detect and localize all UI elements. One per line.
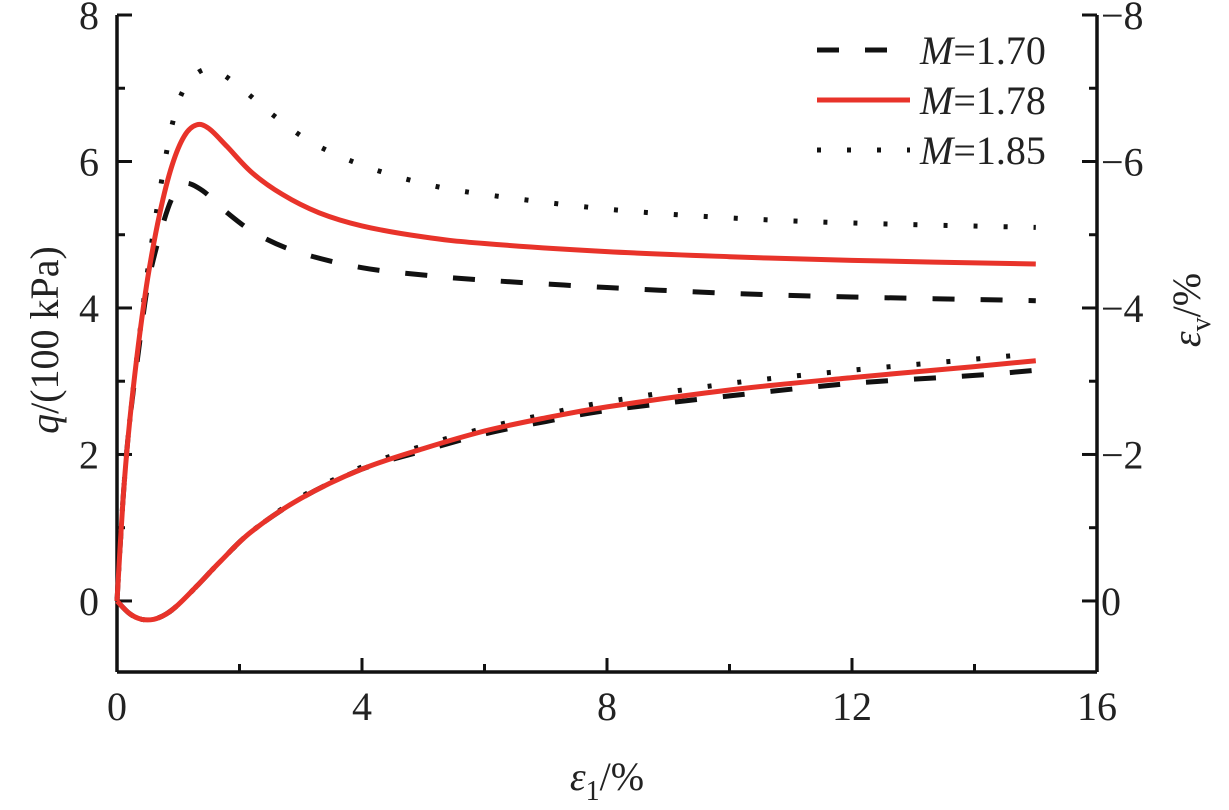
series-line-q-1-85 bbox=[114, 66, 1036, 602]
legend-label-value: =1.85 bbox=[953, 128, 1046, 173]
y-right-axis-title-symbol: ε bbox=[1164, 331, 1209, 347]
y-left-tick-label: 0 bbox=[79, 579, 99, 624]
y-right-tick-label: −2 bbox=[1101, 432, 1144, 477]
y-right-tick-label: 0 bbox=[1101, 579, 1121, 624]
y-right-tick-label: −4 bbox=[1101, 286, 1144, 331]
x-axis-title: ε1/% bbox=[570, 754, 644, 807]
x-axis-title-sub: 1 bbox=[586, 776, 600, 807]
legend-label: M=1.78 bbox=[919, 78, 1046, 123]
legend-label-symbol: M bbox=[919, 128, 956, 173]
x-axis-title-symbol: ε bbox=[570, 754, 586, 799]
ticks: 0 4 8 12 16 0 2 4 6 8 0 −2 −4 −6 −8 bbox=[79, 0, 1144, 729]
series-layer bbox=[114, 66, 1037, 623]
x-tick-label: 16 bbox=[1077, 684, 1117, 729]
series-line-q-1-78 bbox=[114, 121, 1036, 602]
y-right-axis-title-unit: /% bbox=[1164, 273, 1209, 317]
y-left-axis-title-symbol: q bbox=[22, 414, 67, 434]
x-tick-label: 4 bbox=[352, 684, 372, 729]
series-line-ev-1-78 bbox=[115, 358, 1037, 623]
x-tick-label: 12 bbox=[832, 684, 872, 729]
legend-label-symbol: M bbox=[919, 78, 956, 123]
y-right-axis-title: εv/% bbox=[1164, 273, 1217, 347]
y-left-tick-label: 4 bbox=[79, 286, 99, 331]
y-left-axis-title-unit: /(100 kPa) bbox=[22, 246, 67, 414]
legend-label-value: =1.70 bbox=[953, 28, 1046, 73]
y-right-tick-label: −8 bbox=[1101, 0, 1144, 38]
legend-label-symbol: M bbox=[919, 28, 956, 73]
y-left-axis-title: q/(100 kPa) bbox=[22, 246, 67, 434]
series-line-ev-1-85 bbox=[115, 350, 1037, 623]
series-line-q-1-70 bbox=[114, 180, 1036, 602]
y-left-tick-label: 8 bbox=[79, 0, 99, 38]
y-left-tick-label: 2 bbox=[79, 432, 99, 477]
y-right-tick-label: −6 bbox=[1101, 139, 1144, 184]
y-left-tick-label: 6 bbox=[79, 139, 99, 184]
x-tick-label: 8 bbox=[597, 684, 617, 729]
x-axis-title-unit: /% bbox=[600, 754, 644, 799]
series-line-ev-1-70 bbox=[115, 367, 1037, 623]
legend: M=1.70M=1.78M=1.85 bbox=[817, 28, 1046, 173]
x-tick-label: 0 bbox=[107, 684, 127, 729]
legend-label: M=1.85 bbox=[919, 128, 1046, 173]
legend-label-value: =1.78 bbox=[953, 78, 1046, 123]
legend-label: M=1.70 bbox=[919, 28, 1046, 73]
y-right-axis-title-sub: v bbox=[1186, 317, 1217, 331]
